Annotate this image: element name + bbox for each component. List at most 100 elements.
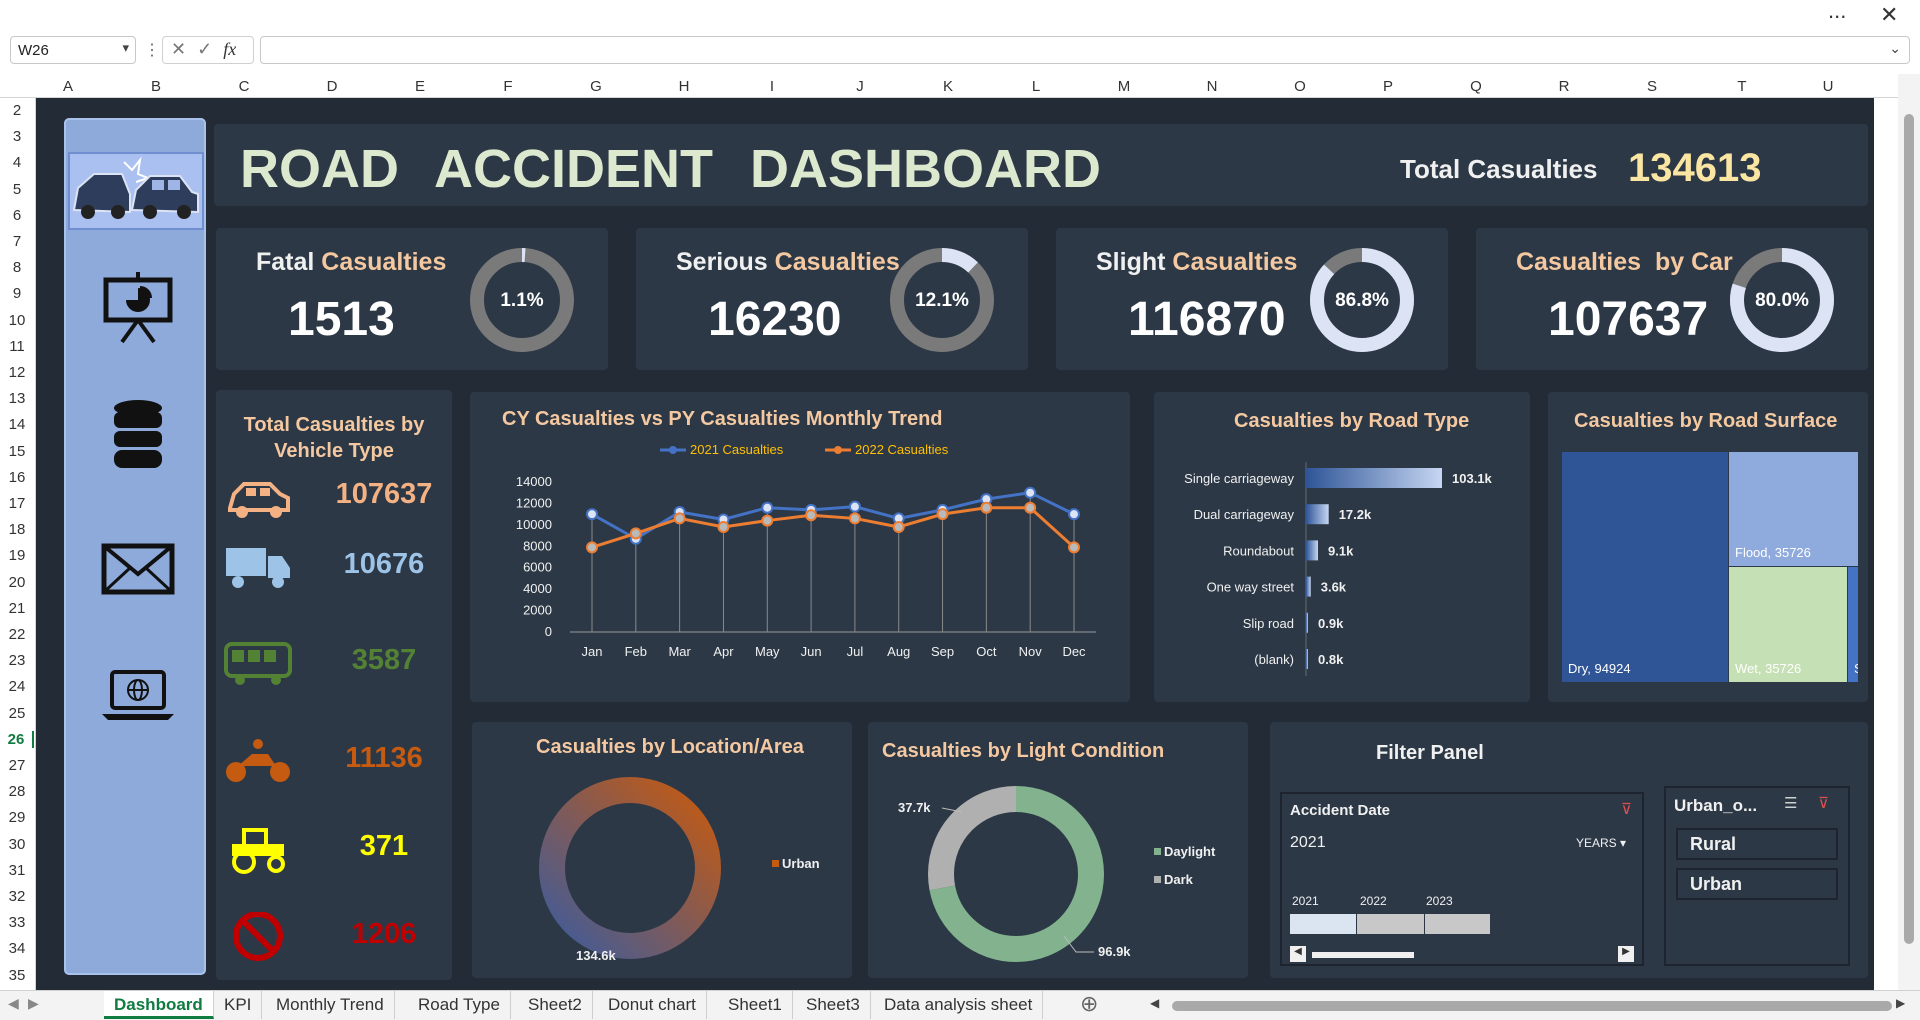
- row-header[interactable]: 15: [8, 442, 26, 460]
- bar[interactable]: [1306, 504, 1329, 525]
- vertical-scrollbar[interactable]: [1898, 74, 1920, 990]
- data-point[interactable]: [717, 521, 730, 533]
- sheet-tab[interactable]: KPI: [214, 991, 263, 1019]
- sheet-tab[interactable]: Donut chart: [598, 991, 707, 1019]
- light-donut-chart[interactable]: 96.9k 37.7k Daylight Dark: [868, 722, 1248, 978]
- kpi-donut[interactable]: 1.1%: [466, 244, 578, 356]
- column-header[interactable]: N: [1206, 78, 1218, 95]
- series-line[interactable]: [591, 491, 1075, 541]
- hscroll-right-icon[interactable]: ▶: [1896, 996, 1906, 1010]
- series-line[interactable]: [591, 506, 1076, 549]
- scroll-right-icon[interactable]: ▶: [1618, 946, 1634, 962]
- slicer-option-urban[interactable]: Urban: [1676, 868, 1838, 900]
- slicer-option-rural[interactable]: Rural: [1676, 828, 1838, 860]
- row-header[interactable]: 16: [8, 468, 26, 486]
- row-header[interactable]: 17: [8, 495, 26, 512]
- column-header[interactable]: T: [1737, 78, 1747, 95]
- sheet-tab[interactable]: Dashboard: [104, 991, 214, 1019]
- row-header[interactable]: 24: [8, 678, 26, 696]
- column-header[interactable]: F: [503, 78, 513, 95]
- column-header[interactable]: J: [856, 78, 864, 95]
- data-point[interactable]: [1024, 486, 1037, 499]
- treemap-tile[interactable]: S...: [1848, 567, 1858, 682]
- kpi-donut[interactable]: 80.0%: [1726, 244, 1838, 356]
- row-header[interactable]: 19: [8, 547, 26, 565]
- row-header[interactable]: 22: [8, 626, 26, 643]
- column-header[interactable]: U: [1822, 78, 1834, 95]
- data-point[interactable]: [848, 512, 861, 525]
- more-options-icon[interactable]: ...: [1828, 0, 1847, 23]
- column-header[interactable]: H: [678, 78, 690, 95]
- timeline-bar-2023[interactable]: [1424, 914, 1490, 934]
- row-header[interactable]: 28: [8, 783, 26, 801]
- treemap-tile[interactable]: Dry, 94924: [1562, 452, 1728, 682]
- row-header[interactable]: 7: [12, 233, 22, 250]
- column-header[interactable]: I: [769, 78, 775, 95]
- column-header[interactable]: P: [1382, 78, 1393, 95]
- database-icon[interactable]: [100, 398, 176, 474]
- row-header[interactable]: 26: [0, 730, 34, 748]
- scroll-left-icon[interactable]: ◀: [1290, 946, 1306, 962]
- row-header[interactable]: 31: [8, 861, 26, 879]
- donut-slice[interactable]: [539, 777, 721, 959]
- enter-icon[interactable]: ✓: [197, 39, 213, 59]
- sheet-tab[interactable]: Data analysis sheet: [874, 991, 1044, 1019]
- bar[interactable]: [1306, 576, 1311, 597]
- row-header[interactable]: 12: [8, 364, 26, 381]
- sheet-tab[interactable]: Road Type: [408, 991, 511, 1019]
- clear-filter-icon[interactable]: ⊽: [1818, 795, 1829, 812]
- data-point[interactable]: [761, 514, 774, 527]
- row-header[interactable]: 21: [8, 599, 26, 617]
- data-point[interactable]: [936, 508, 949, 521]
- bar[interactable]: [1306, 612, 1308, 633]
- row-header[interactable]: 2: [12, 102, 22, 119]
- column-header[interactable]: C: [238, 78, 250, 95]
- hscroll-left-icon[interactable]: ◀: [1150, 996, 1160, 1010]
- data-point[interactable]: [586, 541, 598, 554]
- expand-formula-icon[interactable]: ⌄: [1889, 40, 1901, 56]
- drag-handle-icon[interactable]: ⋮: [144, 42, 160, 59]
- name-box[interactable]: W26 ▾: [10, 36, 136, 64]
- timeline-bar-2021[interactable]: [1290, 914, 1356, 934]
- column-header[interactable]: A: [62, 78, 73, 95]
- row-header[interactable]: 33: [8, 914, 26, 932]
- location-donut-chart[interactable]: 134.6k Urban: [472, 722, 852, 978]
- horizontal-scrollbar[interactable]: [1172, 1001, 1892, 1011]
- column-header[interactable]: D: [326, 78, 338, 95]
- sheet-tab[interactable]: Sheet1: [718, 991, 793, 1019]
- column-header[interactable]: S: [1646, 78, 1657, 95]
- row-header[interactable]: 13: [8, 390, 26, 408]
- column-header[interactable]: K: [942, 78, 953, 95]
- scroll-thumb[interactable]: [1904, 114, 1914, 944]
- data-point[interactable]: [892, 521, 905, 533]
- row-header[interactable]: 27: [8, 757, 26, 774]
- row-header[interactable]: 4: [12, 154, 22, 172]
- bar[interactable]: [1306, 540, 1319, 561]
- row-header[interactable]: 20: [8, 573, 26, 591]
- tab-scroll-left-icon[interactable]: ◀: [8, 995, 19, 1011]
- row-header[interactable]: 34: [8, 940, 26, 958]
- close-icon[interactable]: ✕: [1880, 2, 1899, 27]
- column-header[interactable]: G: [590, 78, 602, 95]
- data-point[interactable]: [848, 500, 861, 513]
- data-point[interactable]: [980, 501, 993, 514]
- row-header[interactable]: 9: [12, 285, 22, 303]
- row-header[interactable]: 10: [8, 311, 26, 329]
- treemap-tile[interactable]: Wet, 35726: [1729, 567, 1847, 682]
- tab-scroll-right-icon[interactable]: ▶: [28, 995, 39, 1011]
- bar[interactable]: [1306, 649, 1308, 669]
- row-header[interactable]: 35: [8, 966, 26, 984]
- treemap-tile[interactable]: Flood, 35726: [1729, 452, 1858, 566]
- row-header[interactable]: 32: [8, 888, 26, 905]
- data-point[interactable]: [673, 512, 686, 525]
- kpi-donut[interactable]: 12.1%: [886, 244, 998, 356]
- column-header[interactable]: O: [1294, 78, 1306, 95]
- data-point[interactable]: [1024, 501, 1037, 514]
- new-sheet-icon[interactable]: ⊕: [1080, 991, 1099, 1016]
- monthly-trend-chart[interactable]: 0 2000 4000 6000 8000 10000 12000 14000 Jan Feb Ma…: [470, 392, 1130, 702]
- sheet-tab[interactable]: Sheet2: [518, 991, 593, 1019]
- road-type-chart[interactable]: Single carriageway 103.1k Dual carriageway…: [1154, 392, 1530, 702]
- row-header[interactable]: 30: [8, 835, 26, 853]
- donut-slice[interactable]: [928, 786, 1104, 962]
- column-header[interactable]: R: [1558, 78, 1570, 95]
